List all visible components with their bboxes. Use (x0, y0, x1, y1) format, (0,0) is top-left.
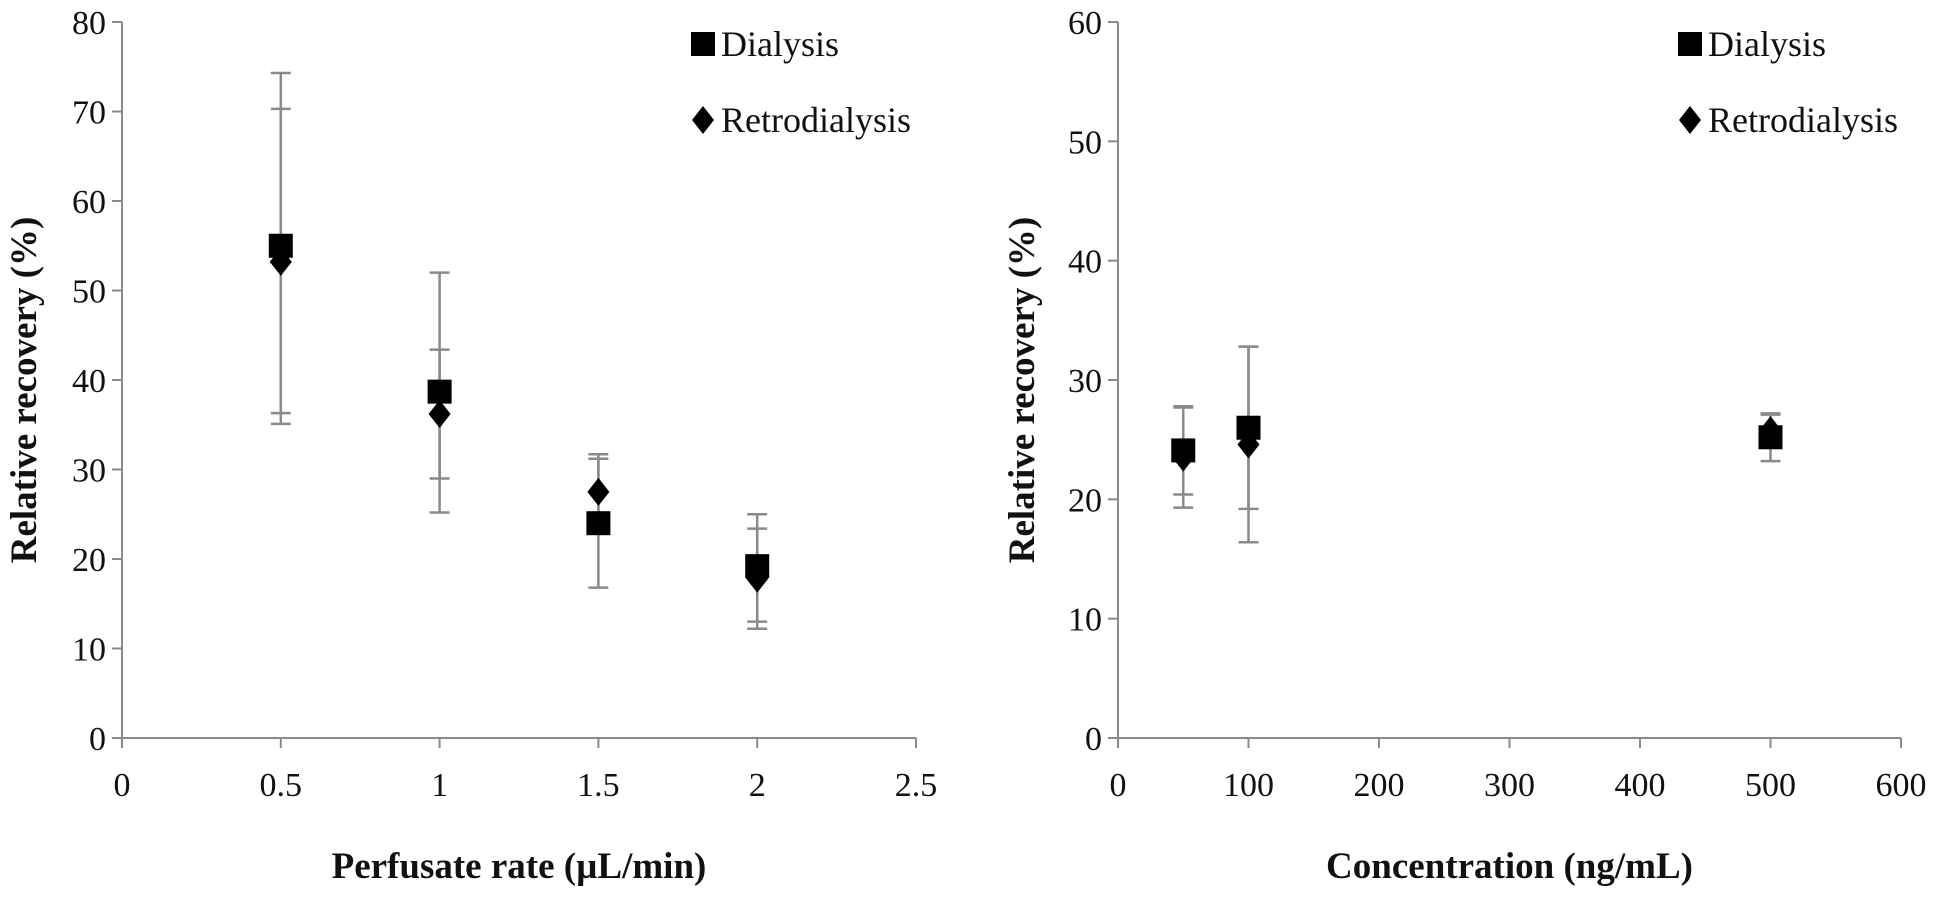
y-tick-label: 50 (72, 274, 106, 311)
legend-label: Retrodialysis (721, 100, 911, 140)
x-tick-label: 100 (1223, 767, 1274, 804)
y-tick-label: 70 (72, 95, 106, 132)
y-tick-label: 40 (72, 363, 106, 400)
x-tick-label: 1 (431, 767, 448, 804)
y-axis-title: Relative recovery (%) (4, 217, 45, 564)
y-tick-label: 80 (72, 5, 106, 42)
legend-marker-diamond (1679, 106, 1701, 134)
x-tick-label: 400 (1615, 767, 1666, 804)
x-axis-title: Concentration (ng/mL) (1326, 846, 1693, 887)
x-axis-title: Perfusate rate (µL/min) (332, 846, 707, 887)
y-tick-label: 40 (1068, 244, 1102, 281)
data-point-dialysis (1758, 425, 1783, 450)
y-tick-label: 30 (1068, 363, 1102, 400)
legend-label: Retrodialysis (1708, 100, 1898, 140)
y-tick-label: 20 (1068, 482, 1102, 519)
x-tick-label: 0 (114, 767, 131, 804)
y-tick-label: 0 (1085, 721, 1102, 758)
x-tick-label: 500 (1745, 767, 1796, 804)
y-tick-label: 60 (72, 184, 106, 221)
data-point-dialysis (586, 511, 611, 536)
x-tick-label: 600 (1876, 767, 1927, 804)
data-point-dialysis (1171, 438, 1196, 463)
data-point-dialysis (1236, 415, 1261, 440)
legend-marker-square (1678, 32, 1702, 56)
legend-label: Dialysis (721, 24, 839, 64)
y-axis-title: Relative recovery (%) (1002, 217, 1043, 564)
y-tick-label: 30 (72, 453, 106, 490)
legend-marker-square (691, 32, 715, 56)
x-tick-label: 300 (1484, 767, 1535, 804)
y-tick-label: 10 (1068, 602, 1102, 639)
x-tick-label: 2 (749, 767, 766, 804)
data-point-retrodialysis (587, 477, 610, 506)
y-tick-label: 60 (1068, 5, 1102, 42)
y-tick-label: 10 (72, 632, 106, 669)
y-tick-label: 0 (89, 721, 106, 758)
x-tick-label: 0.5 (260, 767, 303, 804)
x-tick-label: 2.5 (895, 767, 938, 804)
data-point-retrodialysis (428, 400, 451, 429)
x-tick-label: 0 (1110, 767, 1127, 804)
x-tick-label: 1.5 (577, 767, 620, 804)
data-point-dialysis (427, 379, 452, 404)
y-tick-label: 50 (1068, 124, 1102, 161)
data-point-dialysis (745, 554, 770, 579)
legend-label: Dialysis (1708, 24, 1826, 64)
y-tick-label: 20 (72, 542, 106, 579)
legend-marker-diamond (692, 106, 714, 134)
x-tick-label: 200 (1354, 767, 1405, 804)
chart-panel-perfusate-rate: 0 10 20 30 40 50 60 70 80 0 0.5 1 1.5 2 2.5 Perfusate r… (4, 5, 937, 887)
data-point-dialysis (268, 233, 293, 258)
